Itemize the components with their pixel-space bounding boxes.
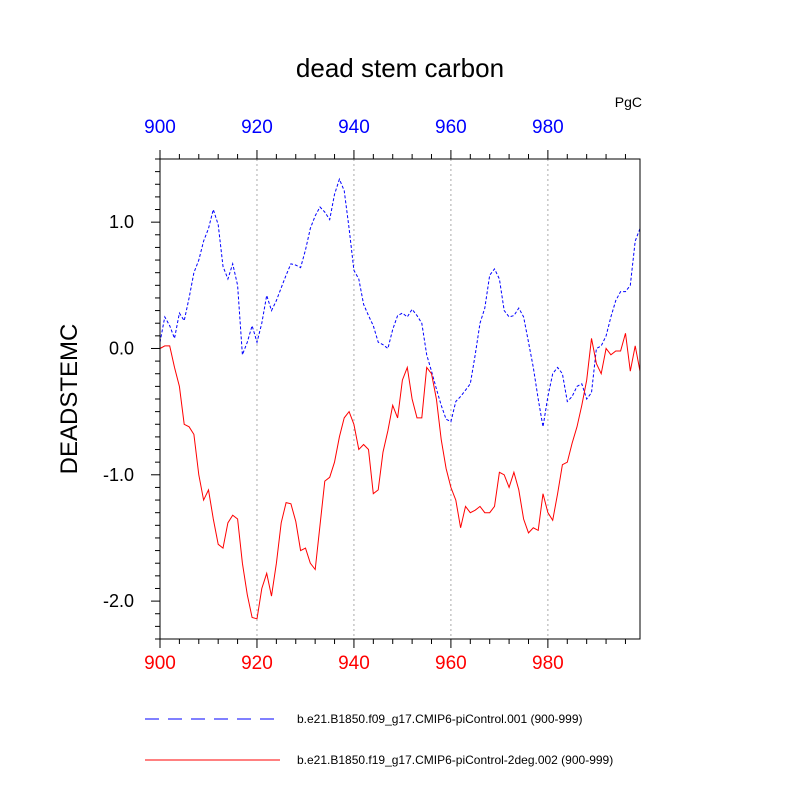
chart-title: dead stem carbon [296, 53, 504, 83]
x-tick-label-top-900: 900 [144, 117, 176, 138]
gridlines [256, 159, 549, 639]
tick-labels: 900 900 920 920 940 940 960 960 980 980 1.0 0.0 -1.0… [103, 117, 564, 674]
y-tick-label-3: -2.0 [103, 591, 134, 611]
y-tick-label-0: 1.0 [109, 212, 134, 232]
x-tick-label-top-980: 980 [532, 117, 564, 138]
y-tick-label-2: -1.0 [103, 465, 134, 485]
x-tick-label-top-920: 920 [241, 117, 273, 138]
x-tick-label-bottom-900: 900 [144, 653, 176, 674]
series-line-1 [159, 333, 641, 620]
x-tick-label-bottom-980: 980 [532, 653, 564, 674]
x-tick-label-bottom-940: 940 [338, 653, 370, 674]
x-tick-label-top-940: 940 [338, 117, 370, 138]
y-axis-label: DEADSTEMC [56, 324, 83, 475]
units-label: PgC [615, 94, 642, 110]
x-tick-label-bottom-960: 960 [435, 653, 467, 674]
x-tick-label-top-960: 960 [435, 117, 467, 138]
x-tick-label-bottom-920: 920 [241, 653, 273, 674]
legend: b.e21.B1850.f09_g17.CMIP6-piControl.001 … [145, 712, 613, 767]
legend-label-red: b.e21.B1850.f19_g17.CMIP6-piControl-2deg… [297, 753, 613, 767]
series-line-0 [159, 177, 641, 427]
legend-label-blue: b.e21.B1850.f09_g17.CMIP6-piControl.001 … [297, 712, 583, 726]
y-tick-label-1: 0.0 [109, 338, 134, 358]
series-lines [159, 177, 641, 620]
axis-ticks [151, 150, 626, 648]
